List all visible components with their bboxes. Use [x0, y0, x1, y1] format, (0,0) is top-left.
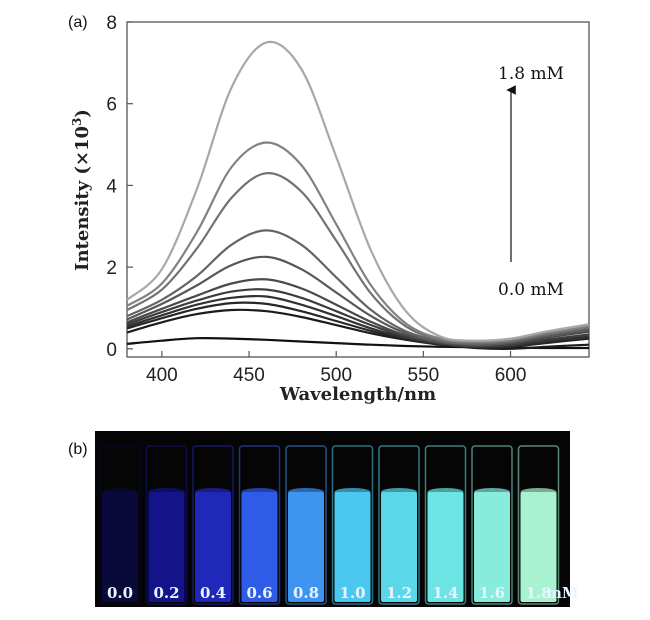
vial-liquid-6: [381, 492, 417, 602]
vial-meniscus-4: [288, 488, 324, 496]
panel-a-label: (a): [68, 14, 88, 31]
vial-meniscus-9: [520, 488, 557, 496]
series-line-1: [126, 308, 590, 350]
vial-label-7: 1.4: [432, 584, 458, 602]
vial-meniscus-0: [102, 488, 138, 496]
y-tick-label-0: 0: [106, 340, 117, 361]
series-line-10: [126, 40, 590, 342]
y-tick-label-4: 8: [106, 13, 117, 34]
vial-label-8: 1.6: [479, 584, 505, 602]
vial-label-5: 1.0: [339, 584, 365, 602]
vial-liquid-5: [334, 492, 371, 602]
annotation-top: 1.8 mM: [498, 64, 564, 84]
vial-meniscus-1: [148, 488, 185, 496]
y-axis-title-sup: 3: [70, 118, 84, 126]
y-axis-title-close: ): [72, 109, 93, 118]
vial-outline-6: [378, 445, 420, 605]
vial-outline-2: [192, 445, 234, 605]
vial-liquid-7: [427, 492, 464, 602]
vial-outline-3: [238, 445, 281, 605]
vial-outline-1: [145, 445, 188, 605]
y-axis-ticks: 0 2 4 6 8: [106, 13, 133, 361]
vial-liquid-0: [102, 492, 138, 602]
vial-outline-8: [471, 445, 513, 605]
vial-meniscus-5: [334, 488, 371, 496]
vial-label-4: 0.8: [293, 584, 319, 602]
panel-b-label: (b): [68, 441, 88, 458]
x-axis-title: Wavelength/nm: [279, 384, 436, 405]
vial-liquid-9: [520, 492, 557, 602]
vial-meniscus-3: [241, 488, 278, 496]
vial-outline-5: [331, 445, 374, 605]
y-tick-label-2: 4: [106, 176, 117, 197]
plot-frame: [126, 21, 590, 358]
vial-outline-0: [99, 445, 141, 605]
x-tick-label-0: 400: [146, 365, 178, 386]
vial-label-3: 0.6: [246, 584, 272, 602]
vial-liquid-8: [474, 492, 510, 602]
vial-meniscus-2: [195, 488, 231, 496]
unit-label: mM: [546, 584, 578, 602]
vial-label-9: 1.8: [525, 584, 551, 602]
x-tick-label-4: 600: [495, 365, 527, 386]
annotation-bottom: 0.0 mM: [498, 280, 564, 300]
vial-row: 0.0 0.2 0.4 0.6 0.8 1.0 1.2 1.4 1.6 1.8: [99, 445, 560, 605]
vial-meniscus-6: [381, 488, 417, 496]
vial-outline-9: [517, 445, 560, 605]
x-tick-label-1: 450: [233, 365, 265, 386]
x-tick-label-3: 550: [408, 365, 440, 386]
y-tick-label-1: 2: [106, 258, 117, 279]
series-line-6: [126, 255, 590, 346]
vial-outline-4: [285, 445, 327, 605]
vial-meniscus-7: [427, 488, 464, 496]
vial-liquid-4: [288, 492, 324, 602]
vial-label-0: 0.0: [107, 584, 133, 602]
series-line-4: [126, 288, 590, 348]
vial-liquid-1: [148, 492, 185, 602]
series-line-8: [126, 172, 590, 344]
spectra-series: [126, 40, 590, 350]
vial-label-1: 0.2: [153, 584, 179, 602]
vial-liquid-3: [241, 492, 278, 602]
y-tick-label-3: 6: [106, 95, 117, 116]
series-line-9: [126, 141, 590, 344]
y-axis-title: Intensity (×103): [70, 109, 93, 271]
y-axis-title-main: Intensity (×10: [72, 126, 93, 271]
x-tick-label-2: 500: [320, 365, 352, 386]
vial-outline-7: [424, 445, 467, 605]
vial-label-6: 1.2: [386, 584, 412, 602]
vial-liquid-2: [195, 492, 231, 602]
vial-meniscus-8: [474, 488, 510, 496]
vial-label-2: 0.4: [200, 584, 226, 602]
x-axis-ticks: 400 450 500 550 600: [146, 351, 526, 386]
series-line-3: [126, 294, 590, 349]
